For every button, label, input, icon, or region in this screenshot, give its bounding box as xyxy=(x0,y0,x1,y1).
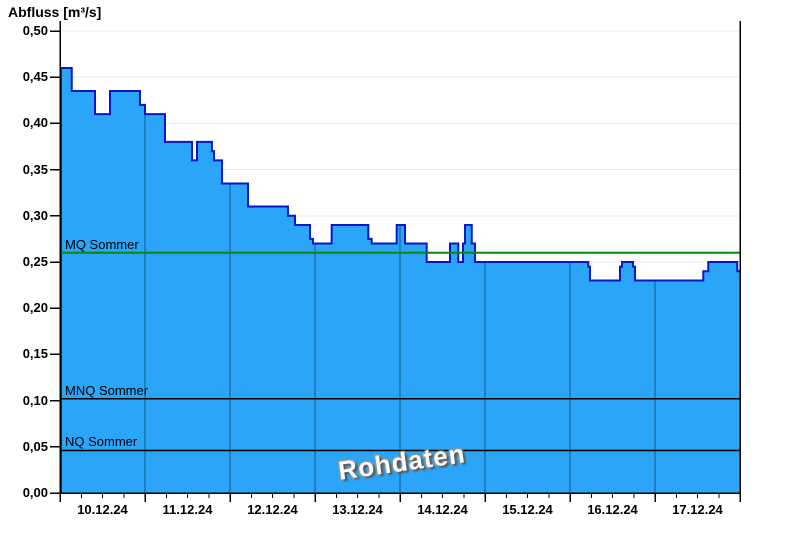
mq-sommer-label: MQ Sommer xyxy=(65,236,139,252)
nq-sommer-label: NQ Sommer xyxy=(65,434,138,450)
y-tick-label: 0,10 xyxy=(22,392,48,408)
y-tick-label: 0,00 xyxy=(22,485,48,500)
chart-title: Abfluss [m³/s] xyxy=(8,4,102,20)
y-tick-label: 0,35 xyxy=(22,161,48,177)
y-tick-label: 0,30 xyxy=(22,207,48,223)
y-tick-label: 0,50 xyxy=(22,23,48,38)
x-date-label: 14.12.24 xyxy=(417,502,468,517)
x-date-label: 11.12.24 xyxy=(162,502,213,517)
y-tick-label: 0,20 xyxy=(22,300,48,316)
x-date-label: 17.12.24 xyxy=(672,502,723,517)
mnq-sommer-label: MNQ Sommer xyxy=(65,382,149,398)
y-tick-label: 0,15 xyxy=(22,346,48,362)
x-date-label: 10.12.24 xyxy=(77,502,128,517)
x-date-label: 16.12.24 xyxy=(587,502,638,517)
y-tick-label: 0,45 xyxy=(22,69,48,85)
y-tick-label: 0,05 xyxy=(22,438,48,454)
x-date-label: 15.12.24 xyxy=(502,502,553,517)
x-date-label: 12.12.24 xyxy=(247,502,298,517)
y-tick-label: 0,25 xyxy=(22,254,48,269)
x-date-label: 13.12.24 xyxy=(332,502,383,517)
y-tick-label: 0,40 xyxy=(22,115,48,131)
